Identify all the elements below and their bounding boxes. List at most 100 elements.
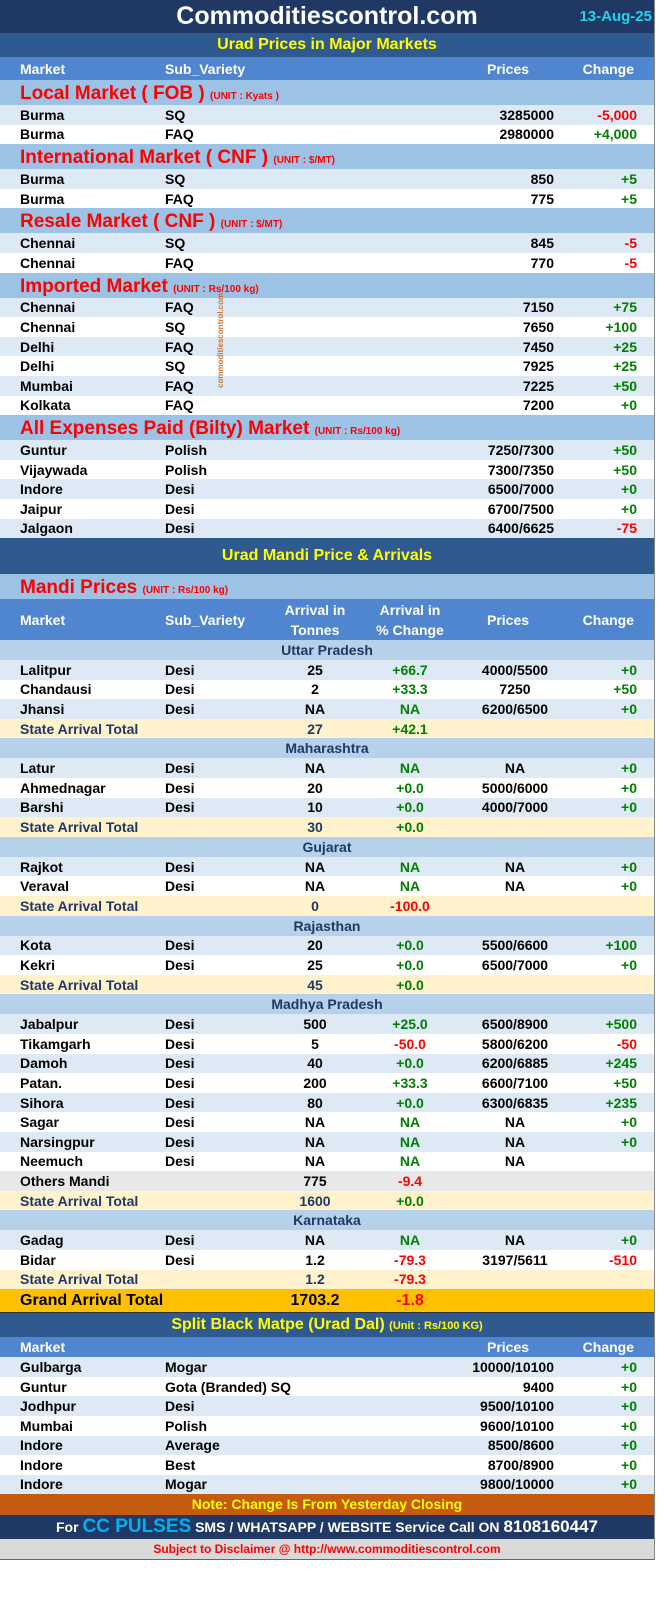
- market: Vijaywada: [20, 461, 88, 478]
- table-row: Burma SQ 850 +5: [0, 169, 654, 189]
- price: 770: [530, 254, 554, 271]
- price: 5500/6600: [481, 937, 549, 954]
- price: NA: [504, 760, 526, 777]
- site-title: Commoditiescontrol.com: [176, 2, 478, 30]
- col-sub-variety: Sub_Variety: [165, 611, 246, 628]
- sub-variety: SQ: [165, 358, 186, 375]
- market: Chandausi: [20, 681, 92, 698]
- price: 7250/7300: [487, 441, 554, 458]
- arrival-pct-change: +66.7: [392, 661, 428, 678]
- price: 4000/5500: [481, 661, 549, 678]
- col-arrival-pct: Arrival in% Change: [376, 601, 444, 638]
- sub-variety: FAQ: [165, 254, 194, 271]
- change: +25: [613, 358, 637, 375]
- sub-variety: Polish: [165, 461, 208, 478]
- change-note: Note: Change Is From Yesterday Closing: [0, 1494, 654, 1516]
- section-title: Local Market ( FOB ): [20, 83, 205, 104]
- arrival-tonnes: NA: [304, 701, 326, 718]
- market: Jabalpur: [20, 1016, 79, 1033]
- sub-variety: Mogar: [165, 1358, 207, 1375]
- arrival-tonnes: 1600: [299, 1192, 331, 1209]
- arrival-tonnes: 25: [307, 661, 323, 678]
- change: +50: [613, 377, 637, 394]
- label: State Arrival Total: [20, 897, 139, 914]
- section-title: Imported Market: [20, 275, 168, 297]
- market: Chennai: [20, 254, 76, 271]
- arrival-tonnes: 20: [307, 779, 323, 796]
- price: 8700/8900: [487, 1456, 554, 1473]
- major-markets-banner: Urad Prices in Major Markets: [0, 33, 654, 57]
- service-call-banner: For CC PULSES SMS / WHATSAPP / WEBSITE S…: [0, 1515, 654, 1540]
- label: State Arrival Total: [20, 1192, 139, 1209]
- change: -510: [608, 1251, 637, 1268]
- table-row: Bidar Desi 1.2 -79.3 3197/5611 -510: [0, 1249, 654, 1270]
- sub-variety: Desi: [165, 1114, 195, 1131]
- arrival-pct-change: +42.1: [392, 720, 428, 737]
- disclaimer-link[interactable]: Subject to Disclaimer @ http://www.commo…: [0, 1539, 654, 1561]
- table-row: Gadag Desi NA NA NA +0: [0, 1230, 654, 1250]
- sub-variety: Desi: [165, 661, 195, 678]
- call-for: For: [56, 1519, 79, 1536]
- table-row: Chennai SQ 845 -5: [0, 233, 654, 253]
- price: 2980000: [499, 126, 554, 143]
- section-title: All Expenses Paid (Bilty) Market: [20, 418, 310, 440]
- market: Sihora: [20, 1094, 64, 1111]
- section-unit: (UNIT : $/MT): [273, 155, 336, 167]
- price: 6200/6885: [481, 1055, 549, 1072]
- market: Jodhpur: [20, 1398, 76, 1415]
- table-row: Indore Average 8500/8600 +0: [0, 1435, 654, 1456]
- market: Indore: [20, 481, 63, 498]
- table-row: Vijaywada Polish 7300/7350 +50: [0, 459, 654, 480]
- change: +0: [621, 1398, 637, 1415]
- grand-total-row: Grand Arrival Total 1703.2 -1.8: [0, 1289, 654, 1314]
- table-row: Mumbai FAQ 7225 +50: [0, 375, 654, 396]
- table-row: Jaipur Desi 6700/7500 +0: [0, 498, 654, 519]
- state-header: Rajasthan: [0, 915, 654, 936]
- change: +0: [621, 878, 637, 895]
- arrival-tonnes: 200: [303, 1074, 327, 1091]
- market: Veraval: [20, 878, 70, 895]
- mandi-banner: Urad Mandi Price & Arrivals: [0, 538, 654, 575]
- arrival-pct-change: +25.0: [392, 1016, 428, 1033]
- market: Burma: [20, 170, 65, 187]
- change: +0: [621, 1133, 637, 1150]
- price: 7150: [522, 299, 554, 316]
- col-change: Change: [582, 1339, 634, 1356]
- price: NA: [504, 1114, 526, 1131]
- sub-variety: FAQ: [165, 190, 194, 207]
- sub-variety: Desi: [165, 1074, 195, 1091]
- change: +500: [605, 1016, 637, 1033]
- state-total-row: State Arrival Total 0 -100.0: [0, 896, 654, 916]
- change: +0: [621, 1358, 637, 1375]
- dal-column-header: Market Prices Change: [0, 1337, 654, 1358]
- sub-variety: Desi: [165, 500, 195, 517]
- price: 8500/8600: [487, 1437, 554, 1454]
- change: +75: [613, 299, 637, 316]
- market: Narsingpur: [20, 1133, 95, 1150]
- market: Guntur: [20, 1378, 67, 1395]
- sub-variety: Mogar: [165, 1476, 207, 1493]
- arrival-pct-change: -100.0: [390, 897, 430, 914]
- price: 6500/7000: [481, 957, 549, 974]
- section-header: Local Market ( FOB ) (UNIT : Kyats ): [0, 80, 654, 105]
- market: Gulbarga: [20, 1358, 82, 1375]
- price: 9800/10000: [480, 1476, 554, 1493]
- market: Kekri: [20, 957, 56, 974]
- market: Neemuch: [20, 1153, 84, 1170]
- table-row: Damoh Desi 40 +0.0 6200/6885 +245: [0, 1053, 654, 1074]
- arrival-tonnes: 2: [311, 681, 319, 698]
- table-row: Delhi SQ 7925 +25: [0, 356, 654, 376]
- arrival-pct-change: +0.0: [396, 976, 424, 993]
- arrival-pct-change: +0.0: [396, 957, 424, 974]
- change: +50: [613, 461, 637, 478]
- sub-variety: Desi: [165, 1016, 195, 1033]
- sub-variety: Desi: [165, 1153, 195, 1170]
- sub-variety: Desi: [165, 779, 195, 796]
- sub-variety: Desi: [165, 481, 195, 498]
- market: Rajkot: [20, 858, 63, 875]
- market: Delhi: [20, 358, 55, 375]
- price: 7300/7350: [487, 461, 554, 478]
- price: 7225: [522, 377, 554, 394]
- state-header: Madhya Pradesh: [0, 994, 654, 1015]
- arrival-tonnes: 10: [307, 799, 323, 816]
